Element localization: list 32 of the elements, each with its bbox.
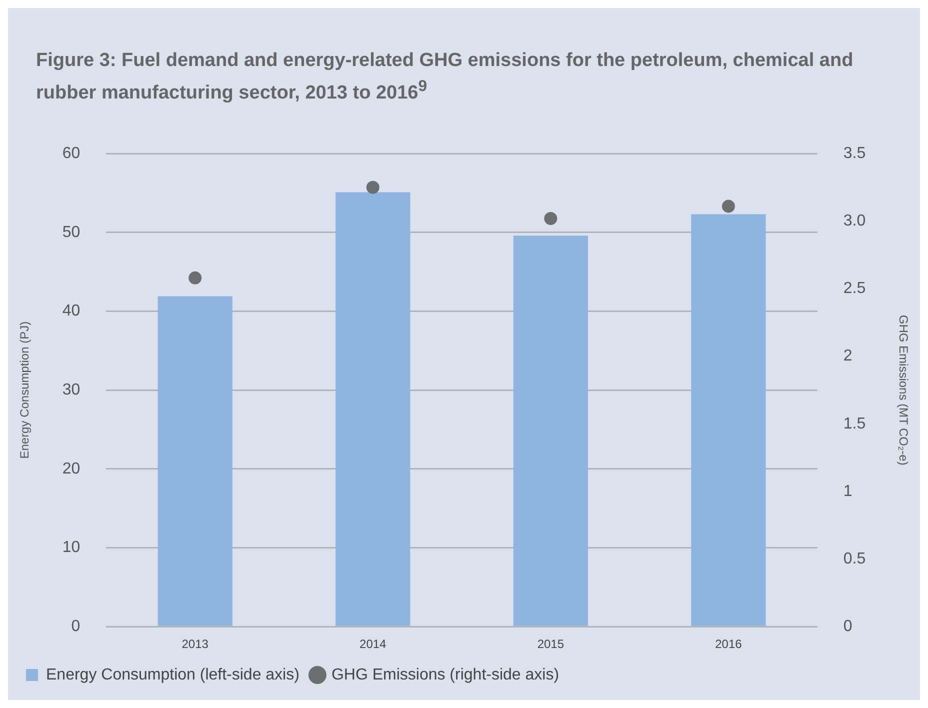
bar (158, 296, 232, 626)
y-axis-title: Energy Consumption (PJ) (18, 322, 32, 460)
y-tick-label: 60 (62, 145, 80, 162)
x-tick-label: 2013 (182, 637, 209, 652)
y2-tick-label: 3.5 (843, 145, 866, 162)
y-tick-label: 40 (62, 303, 80, 320)
legend-label: GHG Emissions (right-side axis) (331, 666, 560, 684)
point (722, 200, 735, 214)
point (366, 181, 380, 194)
x-tick-label: 2016 (715, 637, 742, 652)
y2-tick-label: 2.5 (843, 280, 866, 298)
y2-tick-label: 1 (843, 483, 852, 500)
y2-axis-title: GHG Emissions (MT CO₂-e) (896, 315, 910, 466)
y2-tick-label: 3.0 (843, 212, 866, 230)
chart-title: Figure 3: Fuel demand and energy-related GHG emissions for the petroleum, chemical and rubber manufacturing sector, 2013 to 2016$^{9}$ (35, 49, 854, 106)
y-tick-label: 0 (71, 618, 80, 636)
y2-tick-label: 1.5 (843, 416, 866, 433)
y-tick-label: 20 (62, 460, 80, 478)
y-tick-label: 10 (62, 540, 80, 556)
point (544, 212, 558, 226)
bar (513, 236, 588, 626)
y2-tick-label: 0.5 (843, 550, 866, 568)
y2-tick-label: 2 (843, 348, 852, 366)
bar (336, 192, 410, 626)
y2-tick-label: 0 (843, 618, 852, 636)
bar (691, 214, 766, 626)
x-tick-label: 2014 (360, 637, 387, 652)
x-tick-label: 2015 (537, 637, 564, 652)
point (188, 272, 202, 285)
y-tick-label: 50 (62, 224, 80, 242)
y-tick-label: 30 (62, 382, 80, 399)
legend-label: Energy Consumption (left-side axis) (46, 666, 300, 684)
